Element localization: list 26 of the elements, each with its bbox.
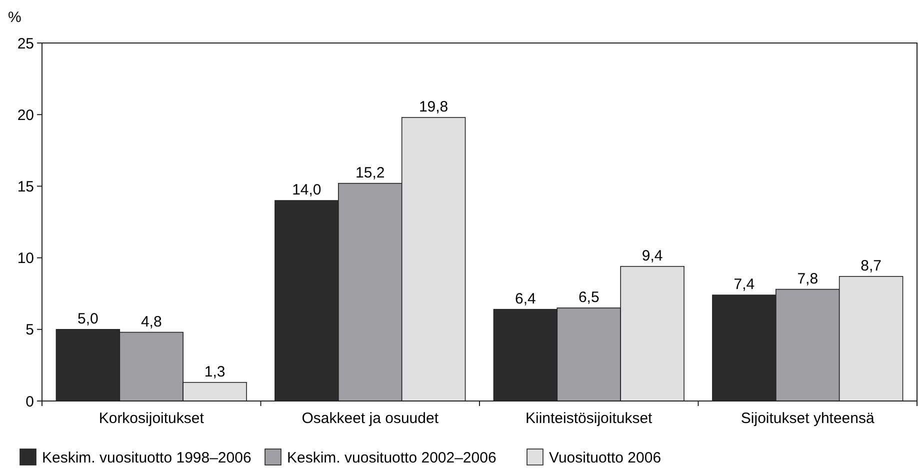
data-label: 4,8 — [140, 313, 162, 330]
y-tick-label: 5 — [26, 322, 34, 339]
data-label: 1,3 — [204, 363, 226, 380]
data-label: 9,4 — [642, 247, 663, 264]
y-tick-label: 10 — [17, 250, 34, 268]
y-tick-label: 20 — [17, 106, 34, 124]
data-label: 6,4 — [515, 290, 536, 308]
legend-label: Keskim. vuosituotto 1998–2006 — [42, 449, 252, 466]
legend-label: Keskim. vuosituotto 2002–2006 — [287, 449, 496, 466]
y-tick-label: 0 — [26, 393, 34, 410]
data-label: 7,8 — [797, 270, 818, 288]
x-tick-label: Osakkeet ja osuudet — [302, 410, 440, 427]
y-tick-label: 15 — [17, 178, 34, 196]
data-label: 8,7 — [860, 257, 882, 274]
x-tick-label: Sijoitukset yhteensä — [740, 410, 875, 427]
data-label: 14,0 — [292, 182, 322, 199]
data-label: 7,4 — [734, 276, 755, 294]
data-label: 19,8 — [418, 98, 448, 116]
data-label: 6,5 — [578, 288, 600, 306]
legend-label: Vuosituotto 2006 — [549, 449, 662, 466]
data-label: 15,2 — [356, 164, 385, 182]
x-tick-label: Kiinteistösijoitukset — [526, 410, 654, 427]
x-tick-label: Korkosijoitukset — [98, 410, 205, 427]
y-tick-label: 25 — [17, 35, 34, 52]
y-axis-title: % — [8, 9, 22, 26]
data-label: 5,0 — [78, 310, 98, 328]
